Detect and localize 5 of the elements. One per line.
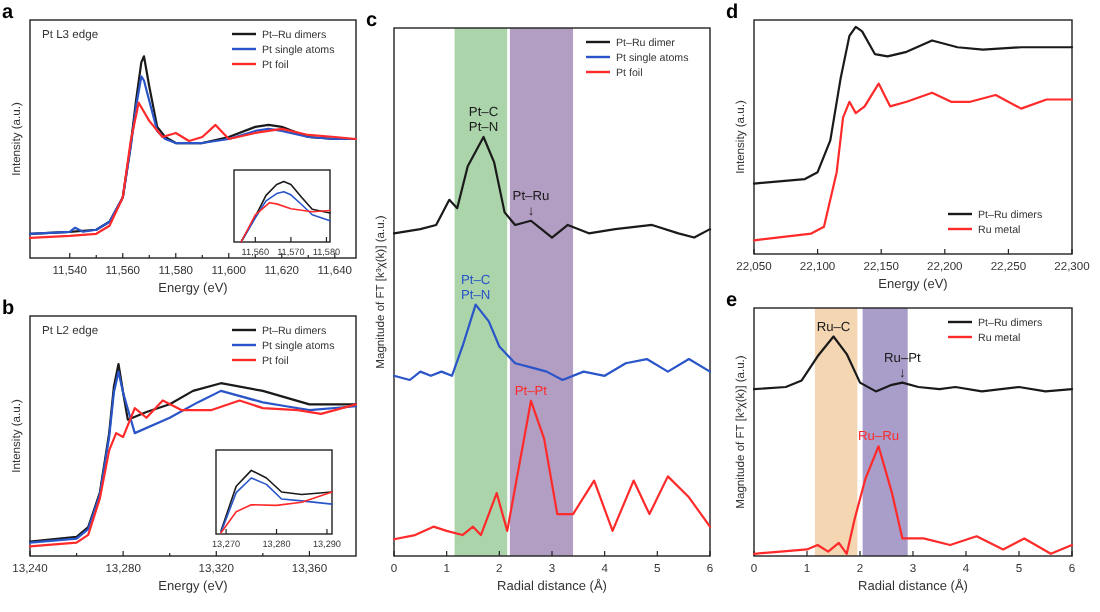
chart-title: c	[366, 10, 378, 32]
chart-title: b	[2, 298, 15, 320]
chart-title: e	[726, 290, 738, 312]
chart-title: d	[726, 2, 739, 24]
chart-title: a	[2, 2, 14, 24]
